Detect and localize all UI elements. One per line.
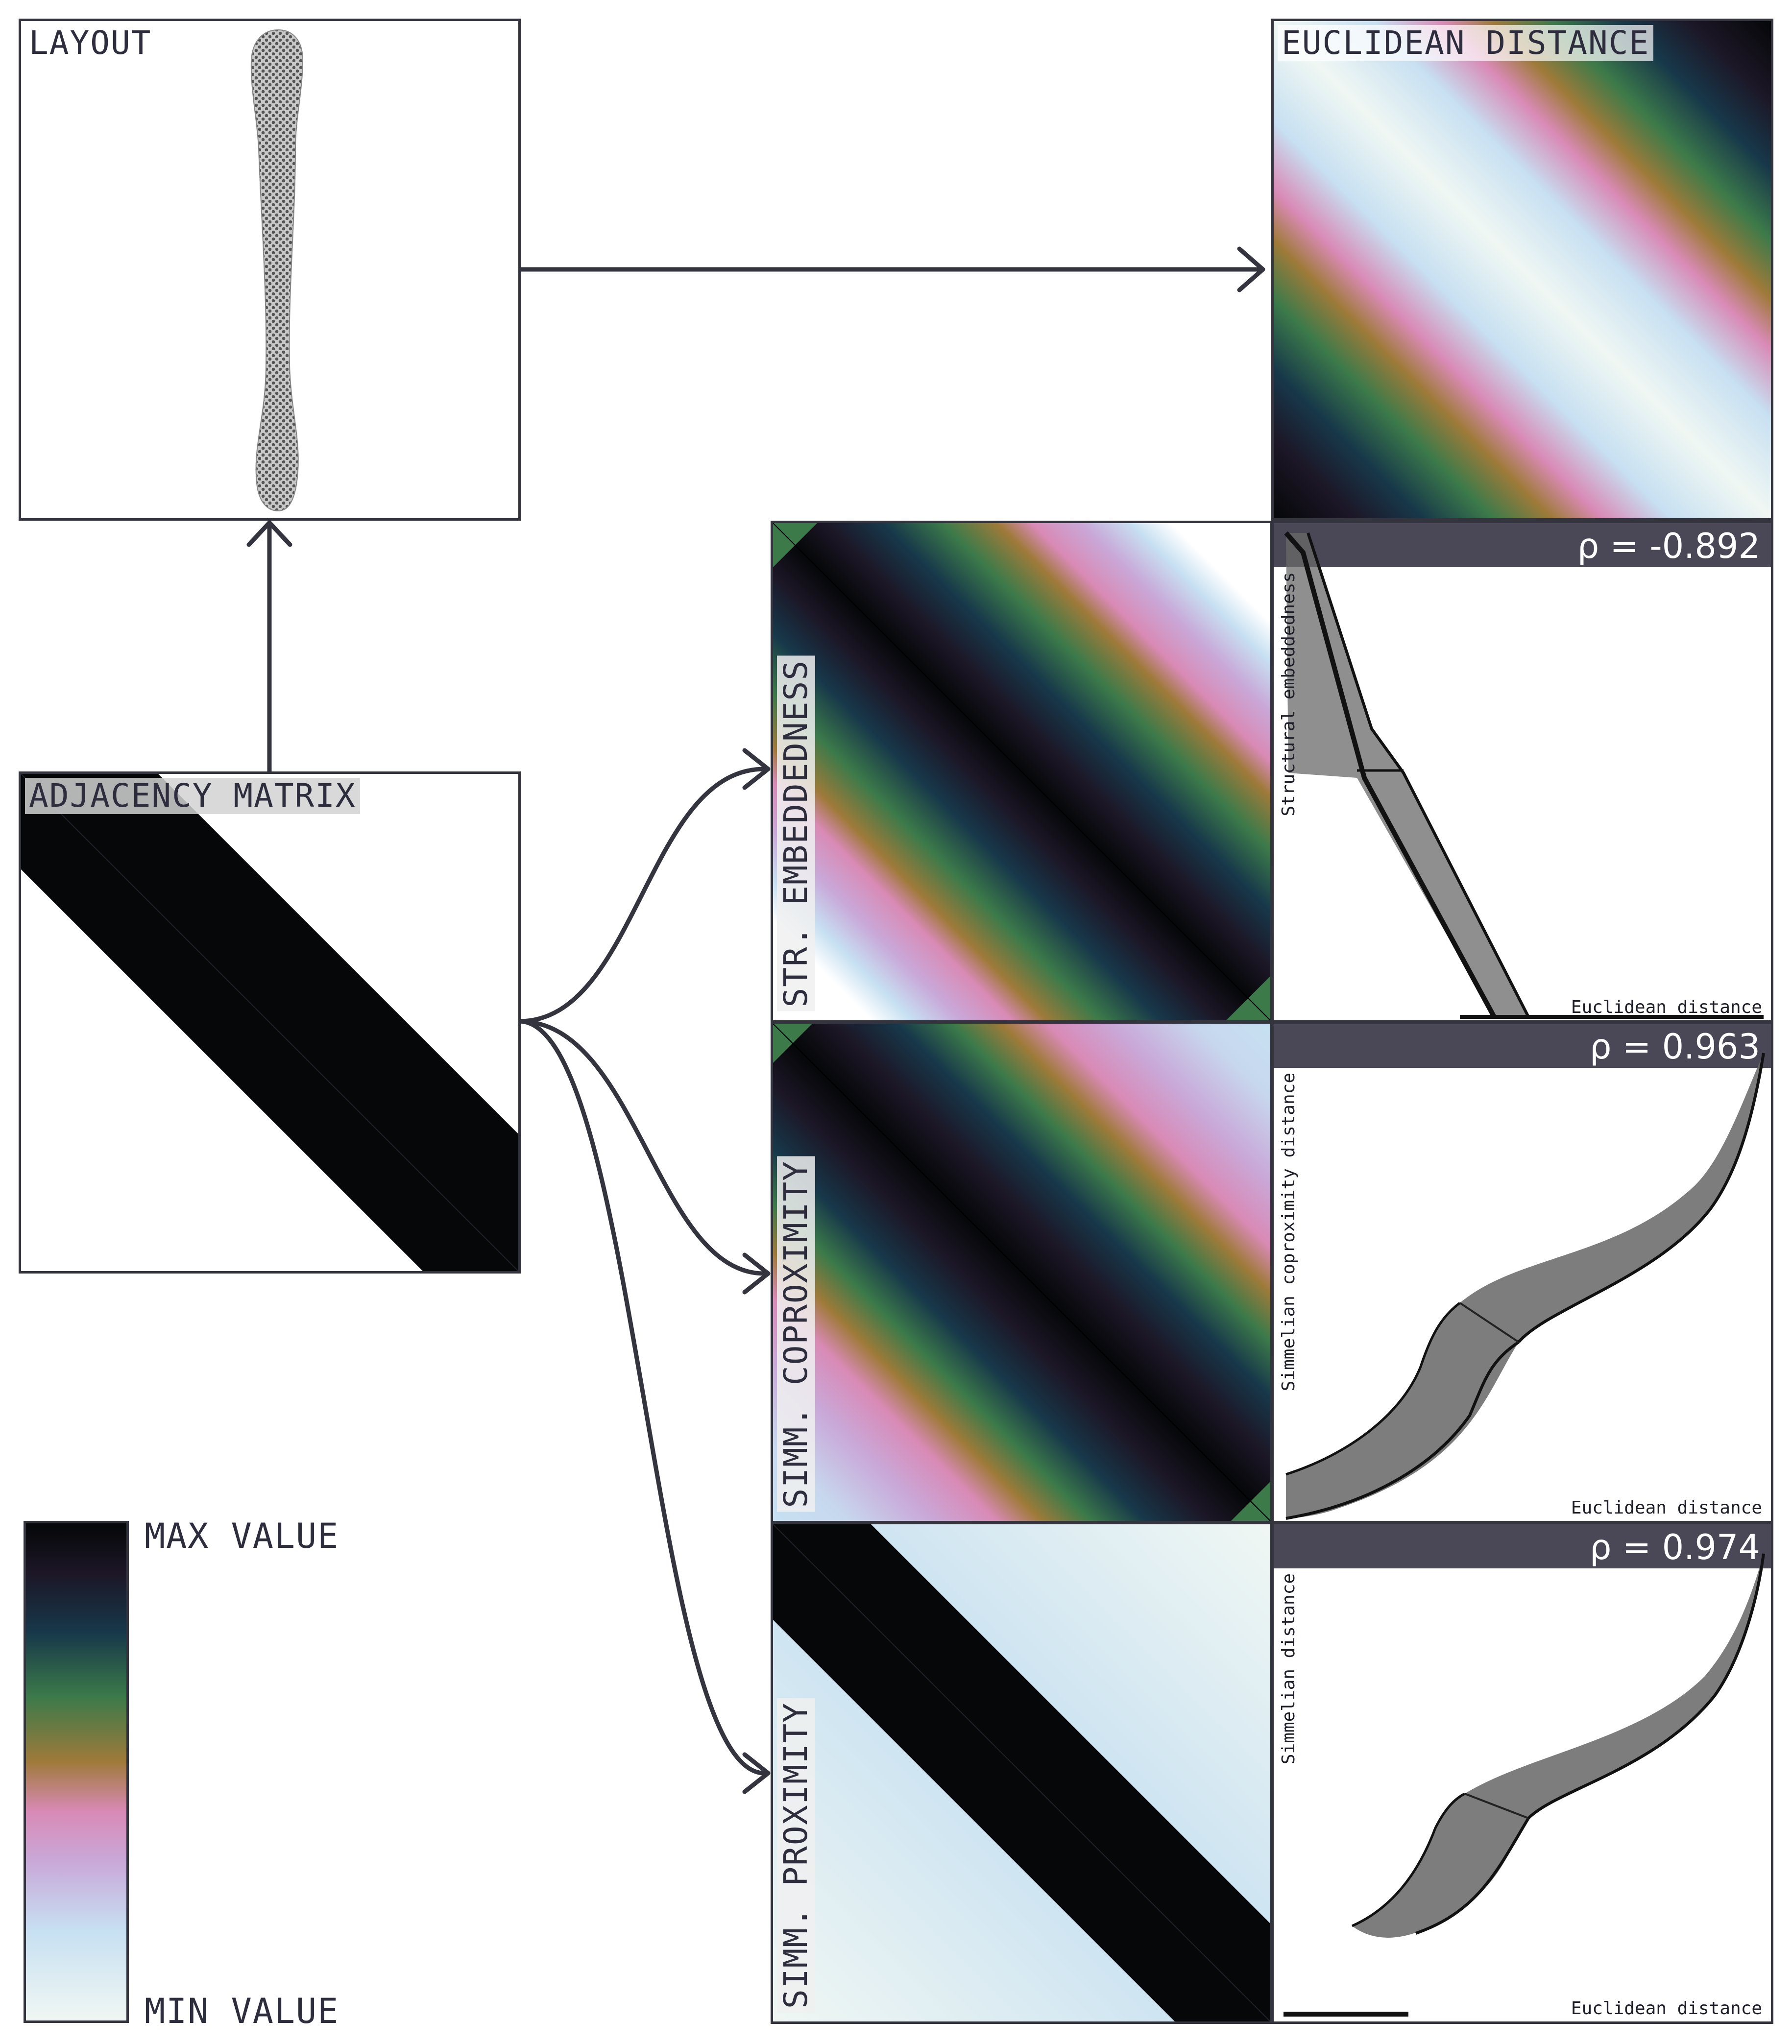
proximity-heatmap-panel: SIMM. PROXIMITY	[771, 1522, 1273, 2024]
adjacency-panel-title: ADJACENCY MATRIX	[25, 778, 360, 814]
arrowhead-coproximity	[742, 1252, 771, 1295]
arrowhead-embeddedness	[742, 748, 771, 790]
arrow-adjacency-to-embeddedness	[517, 767, 767, 1024]
coproximity-panel-title: SIMM. COPROXIMITY	[777, 1156, 815, 1512]
embeddedness-heatmap-panel: STR. EMBEDDEDNESS	[771, 521, 1273, 1023]
proximity-scatter-plot	[1283, 1553, 1765, 2017]
proximity-rho-value: ρ = 0.974	[1590, 1527, 1760, 1567]
embeddedness-scatter-panel: ρ = -0.892 Structural embeddedness Eucli…	[1271, 521, 1773, 1023]
legend-max-label: MAX VALUE	[145, 1516, 339, 1556]
coproximity-scatter-panel: ρ = 0.963 Simmelian coproximity distance…	[1271, 1021, 1773, 1523]
colormap-legend	[24, 1521, 129, 2023]
layout-panel: LAYOUT	[19, 19, 521, 521]
embeddedness-scatter-plot	[1284, 531, 1764, 1019]
embeddedness-heatmap	[773, 523, 1270, 1020]
arrowhead-euclidean	[1237, 246, 1265, 292]
embeddedness-panel-title: STR. EMBEDDEDNESS	[777, 656, 815, 1011]
proximity-y-axis-label: Simmelian distance	[1279, 1573, 1299, 1765]
proximity-scatter-panel: ρ = 0.974 Simmelian distance Euclidean d…	[1271, 1522, 1773, 2024]
proximity-panel-title: SIMM. PROXIMITY	[777, 1698, 815, 2013]
proximity-heatmap	[773, 1524, 1270, 2021]
euclidean-distance-panel: EUCLIDEAN DISTANCE	[1271, 19, 1773, 521]
coproximity-rho-value: ρ = 0.963	[1590, 1027, 1760, 1067]
legend-min-label: MIN VALUE	[145, 1991, 339, 2031]
proximity-rho-bar: ρ = 0.974	[1274, 1524, 1771, 1568]
euclidean-panel-title: EUCLIDEAN DISTANCE	[1278, 25, 1654, 61]
layout-panel-title: LAYOUT	[29, 24, 152, 62]
coproximity-heatmap-panel: SIMM. COPROXIMITY	[771, 1021, 1273, 1523]
coproximity-y-axis-label: Simmelian coproximity distance	[1279, 1073, 1299, 1392]
embeddedness-x-axis-label: Euclidean distance	[1571, 997, 1762, 1017]
coproximity-scatter-plot	[1285, 1053, 1765, 1520]
embeddedness-rho-bar: ρ = -0.892	[1274, 523, 1771, 567]
coproximity-heatmap	[773, 1024, 1270, 1521]
coproximity-x-axis-label: Euclidean distance	[1571, 1498, 1762, 1518]
proximity-x-axis-label: Euclidean distance	[1571, 1998, 1762, 2019]
embeddedness-y-axis-label: Structural embeddedness	[1279, 572, 1299, 817]
adjacency-matrix-panel: ADJACENCY MATRIX	[19, 771, 521, 1274]
arrowhead-layout	[246, 520, 292, 547]
arrow-adjacency-to-coproximity	[517, 1019, 767, 1276]
embeddedness-rho-value: ρ = -0.892	[1577, 526, 1760, 566]
coproximity-rho-bar: ρ = 0.963	[1274, 1024, 1771, 1068]
node-layout-plot	[250, 29, 304, 512]
euclidean-distance-heatmap	[1274, 21, 1771, 518]
arrowhead-proximity	[742, 1752, 771, 1794]
adjacency-matrix-heatmap	[21, 774, 518, 1271]
arrow-adjacency-to-proximity	[517, 1019, 767, 1776]
